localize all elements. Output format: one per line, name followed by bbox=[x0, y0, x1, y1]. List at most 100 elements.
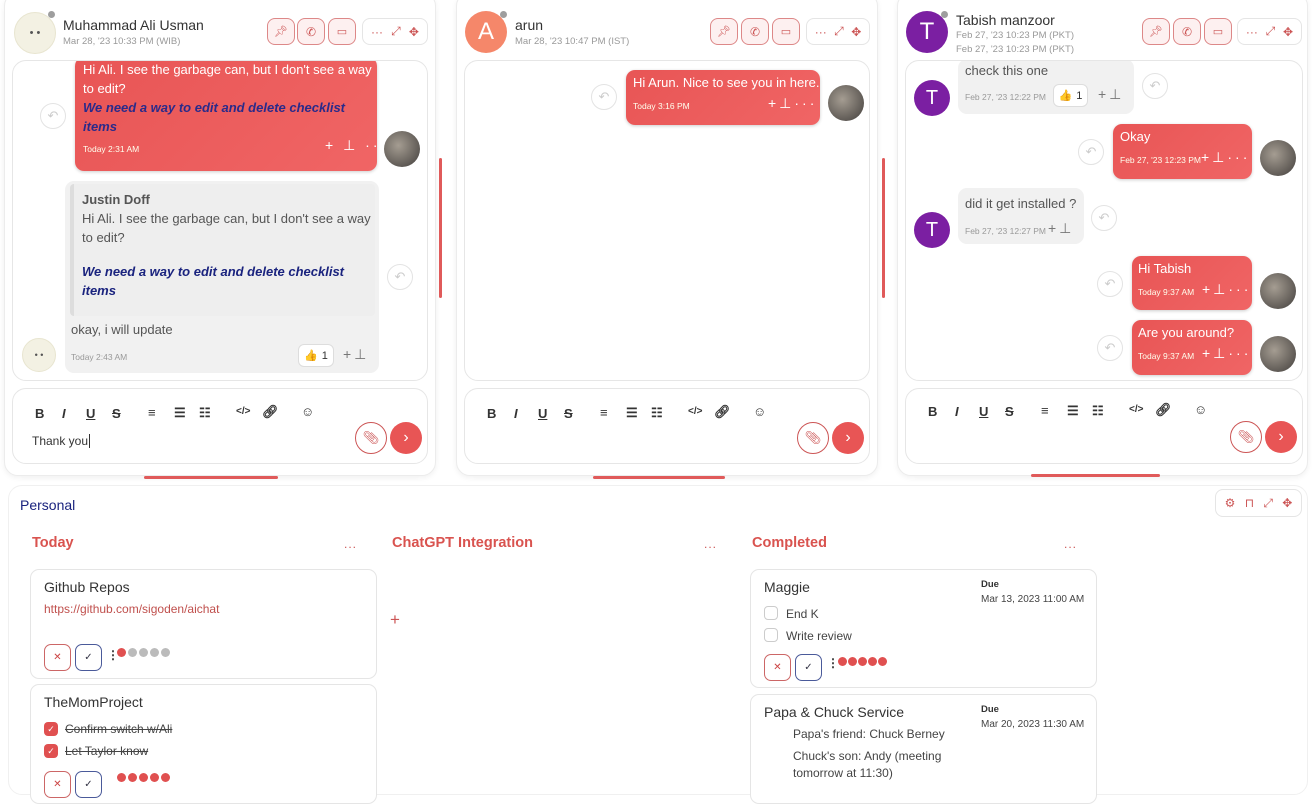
card-github-repos[interactable]: Github Repos https://github.com/sigoden/… bbox=[30, 569, 377, 679]
scrollbar[interactable] bbox=[439, 158, 442, 298]
code-icon[interactable]: </> bbox=[1129, 404, 1144, 415]
move-icon[interactable]: ✥ bbox=[408, 24, 419, 39]
underline-button[interactable]: U bbox=[538, 406, 548, 421]
expand-icon[interactable]: ⤢ bbox=[1263, 495, 1273, 510]
ordered-list-icon[interactable]: ☰ bbox=[1067, 403, 1079, 418]
contact-avatar[interactable]: • • bbox=[14, 12, 56, 54]
align-icon[interactable]: ≡ bbox=[600, 405, 608, 420]
column-more-button[interactable]: ... bbox=[704, 537, 718, 551]
message-actions[interactable]: +⊥··· bbox=[768, 95, 818, 111]
italic-button[interactable]: I bbox=[62, 406, 66, 421]
bold-button[interactable]: B bbox=[928, 404, 938, 419]
ordered-list-icon[interactable]: ☰ bbox=[626, 405, 638, 420]
reply-icon[interactable]: ↶ bbox=[1097, 271, 1123, 297]
link-icon[interactable]: 🔗︎ bbox=[262, 404, 279, 419]
more-icon[interactable]: ··· bbox=[814, 24, 827, 39]
card-link[interactable]: https://github.com/sigoden/aichat bbox=[44, 602, 220, 616]
emoji-icon[interactable]: ☺ bbox=[753, 404, 767, 419]
reject-button[interactable]: ✕ bbox=[44, 644, 71, 671]
message-actions[interactable]: + ⊥ ··· bbox=[325, 137, 389, 153]
attach-button[interactable]: 📎︎ bbox=[355, 422, 387, 454]
priority-dot[interactable] bbox=[139, 648, 148, 657]
message-actions[interactable]: +⊥ bbox=[1098, 86, 1125, 102]
link-icon[interactable]: 🔗︎ bbox=[714, 404, 731, 419]
align-icon[interactable]: ≡ bbox=[148, 405, 156, 420]
move-icon[interactable]: ✥ bbox=[851, 24, 862, 39]
card-themomproject[interactable]: TheMomProject ✓ Confirm switch w/Ali ✓ L… bbox=[30, 684, 377, 804]
underline-button[interactable]: U bbox=[86, 406, 96, 421]
call-button[interactable]: ✆ bbox=[1173, 18, 1201, 45]
code-icon[interactable]: </> bbox=[688, 406, 703, 417]
link-icon[interactable]: 🔗︎ bbox=[1155, 402, 1172, 417]
contact-avatar[interactable]: T bbox=[906, 11, 948, 53]
underline-button[interactable]: U bbox=[979, 404, 989, 419]
strikethrough-button[interactable]: S bbox=[564, 406, 573, 421]
panel-resize-handle[interactable] bbox=[1031, 474, 1160, 477]
message-list[interactable]: Hi Ali. I see the garbage can, but I don… bbox=[12, 60, 428, 381]
align-icon[interactable]: ≡ bbox=[1041, 403, 1049, 418]
send-button[interactable]: › bbox=[1265, 421, 1297, 453]
reaction-badge[interactable]: 👍 1 bbox=[298, 344, 334, 367]
checkbox[interactable] bbox=[764, 628, 778, 642]
expand-icon[interactable]: ⤢ bbox=[834, 24, 844, 38]
message-actions[interactable]: +⊥ bbox=[343, 346, 370, 362]
reply-icon[interactable]: ↶ bbox=[1142, 73, 1168, 99]
card-papa-chuck-service[interactable]: Papa & Chuck Service Due Mar 20, 2023 11… bbox=[750, 694, 1097, 804]
reject-button[interactable]: ✕ bbox=[44, 771, 71, 798]
attach-button[interactable]: 📎︎ bbox=[1230, 421, 1262, 453]
message-actions[interactable]: +⊥··· bbox=[1201, 149, 1251, 165]
attach-button[interactable]: 📎︎ bbox=[797, 422, 829, 454]
priority-dot[interactable] bbox=[117, 648, 126, 657]
more-icon[interactable]: ··· bbox=[371, 24, 384, 39]
reply-icon[interactable]: ↶ bbox=[1091, 205, 1117, 231]
priority-dot[interactable] bbox=[150, 648, 159, 657]
priority-dot[interactable] bbox=[848, 657, 857, 666]
priority-dot[interactable] bbox=[838, 657, 847, 666]
column-more-button[interactable]: ... bbox=[1064, 537, 1078, 551]
card-maggie[interactable]: Maggie Due Mar 13, 2023 11:00 AM End K W… bbox=[750, 569, 1097, 688]
message-actions[interactable]: +⊥··· bbox=[1202, 281, 1252, 297]
strikethrough-button[interactable]: S bbox=[112, 406, 121, 421]
message-list[interactable]: check this one Feb 27, '23 12:22 PM 👍 1 +… bbox=[905, 60, 1303, 381]
checkbox-checked[interactable]: ✓ bbox=[44, 744, 58, 758]
emoji-icon[interactable]: ☺ bbox=[301, 404, 315, 419]
priority-dot[interactable] bbox=[161, 648, 170, 657]
kebab-icon[interactable]: ⋮ bbox=[827, 656, 839, 670]
reply-icon[interactable]: ↶ bbox=[387, 264, 413, 290]
send-button[interactable]: › bbox=[390, 422, 422, 454]
video-button[interactable]: ▭ bbox=[772, 18, 800, 45]
code-icon[interactable]: </> bbox=[236, 406, 251, 417]
pin-button[interactable]: 📌︎ bbox=[267, 18, 295, 45]
scrollbar[interactable] bbox=[882, 158, 885, 298]
pin-button[interactable]: 📌︎ bbox=[710, 18, 738, 45]
contact-avatar[interactable]: A bbox=[465, 11, 507, 53]
reply-icon[interactable]: ↶ bbox=[1078, 139, 1104, 165]
message-input[interactable]: Thank you bbox=[32, 434, 91, 448]
message-list[interactable]: Hi Arun. Nice to see you in here. Today … bbox=[464, 60, 870, 381]
checkbox[interactable] bbox=[764, 606, 778, 620]
call-button[interactable]: ✆ bbox=[297, 18, 325, 45]
video-button[interactable]: ▭ bbox=[1204, 18, 1232, 45]
add-card-button[interactable]: + bbox=[390, 610, 400, 629]
reply-icon[interactable]: ↶ bbox=[591, 84, 617, 110]
bullet-list-icon[interactable]: ☷ bbox=[651, 405, 663, 420]
panel-resize-handle[interactable] bbox=[593, 476, 725, 479]
bold-button[interactable]: B bbox=[487, 406, 497, 421]
bullet-list-icon[interactable]: ☷ bbox=[199, 405, 211, 420]
reject-button[interactable]: ✕ bbox=[764, 654, 791, 681]
lock-icon[interactable]: ⊓ bbox=[1244, 496, 1255, 510]
move-icon[interactable]: ✥ bbox=[1282, 496, 1293, 510]
reply-icon[interactable]: ↶ bbox=[1097, 335, 1123, 361]
move-icon[interactable]: ✥ bbox=[1283, 24, 1294, 39]
approve-button[interactable]: ✓ bbox=[75, 771, 102, 798]
expand-icon[interactable]: ⤢ bbox=[1265, 24, 1276, 38]
video-button[interactable]: ▭ bbox=[328, 18, 356, 45]
bold-button[interactable]: B bbox=[35, 406, 45, 421]
priority-dot[interactable] bbox=[868, 657, 877, 666]
italic-button[interactable]: I bbox=[514, 406, 518, 421]
approve-button[interactable]: ✓ bbox=[75, 644, 102, 671]
priority-dot[interactable] bbox=[128, 648, 137, 657]
expand-icon[interactable]: ⤢ bbox=[391, 24, 401, 38]
reply-icon[interactable]: ↶ bbox=[40, 103, 66, 129]
ordered-list-icon[interactable]: ☰ bbox=[174, 405, 186, 420]
